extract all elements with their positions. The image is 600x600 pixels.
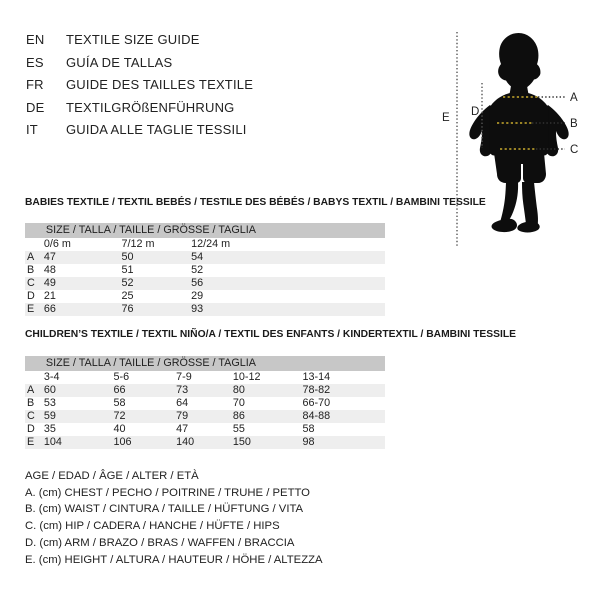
svg-text:A: A bbox=[570, 92, 578, 104]
svg-text:C: C bbox=[570, 144, 578, 156]
svg-text:D: D bbox=[471, 106, 479, 118]
svg-text:B: B bbox=[570, 118, 578, 130]
svg-text:E: E bbox=[442, 112, 450, 124]
